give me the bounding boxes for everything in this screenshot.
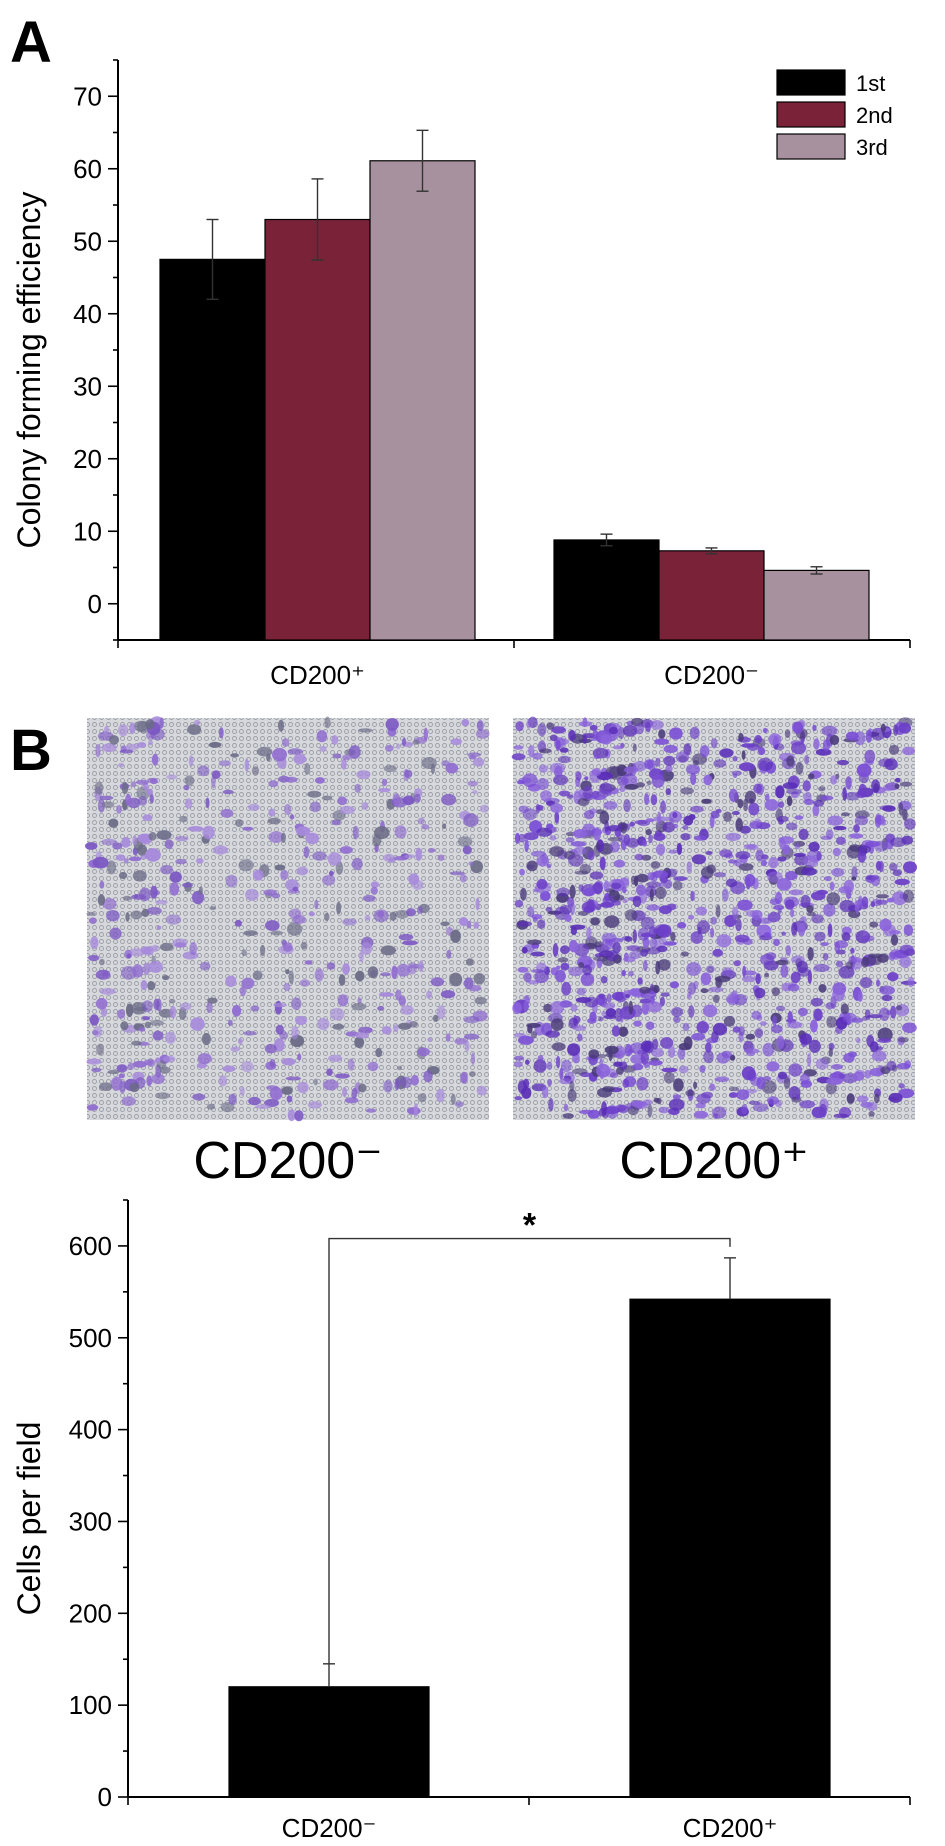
y-tick-label: 10: [73, 516, 102, 546]
y-tick-label: 500: [69, 1323, 112, 1353]
bar-2nd-0: [264, 218, 371, 641]
legend-label-3rd: 3rd: [856, 135, 888, 160]
x-category-label: CD200⁺: [683, 1813, 778, 1843]
bar-0: [228, 1686, 430, 1798]
y-tick-label: 20: [73, 444, 102, 474]
chart-a-colony-forming: 0 10 20 30 40 50 60 70 Colony forming efficiency…: [11, 59, 911, 690]
y-tick-label: 100: [69, 1690, 112, 1720]
bar-1st-0: [159, 258, 266, 641]
x-category-label: CD200⁺: [270, 660, 365, 690]
y-tick-label: 30: [73, 371, 102, 401]
micrograph-cd200-positive: [511, 716, 917, 1120]
y-axis-title: Colony forming efficiency: [11, 192, 47, 549]
micrograph-label-negative: CD200⁻: [193, 1132, 382, 1190]
significance-bracket: [328, 1237, 731, 1664]
legend-label-1st: 1st: [856, 71, 885, 96]
bar-3rd-0: [369, 160, 476, 641]
panel-label-b: B: [10, 718, 52, 783]
y-tick-label: 0: [88, 589, 102, 619]
x-category-label: CD200⁻: [664, 660, 759, 690]
y-tick-label: 0: [98, 1782, 112, 1812]
micrograph-label-positive: CD200⁺: [619, 1132, 808, 1190]
legend-swatch-1st: [776, 69, 846, 96]
panel-label-a: A: [10, 10, 52, 75]
legend-swatch-3rd: [776, 133, 846, 160]
x-category-label: CD200⁻: [282, 1813, 377, 1843]
y-tick-label: 70: [73, 81, 102, 111]
y-tick-label: 60: [73, 154, 102, 184]
legend-swatch-2nd: [776, 101, 846, 128]
micrograph-cd200-negative: [85, 716, 490, 1122]
y-tick-label: 600: [69, 1231, 112, 1261]
y-tick-label: 40: [73, 299, 102, 329]
bar-1st-1: [553, 539, 660, 641]
significance-marker: *: [523, 1207, 537, 1245]
y-tick-label: 50: [73, 226, 102, 256]
y-tick-label: 300: [69, 1506, 112, 1536]
chart-b-cells-per-field: 0 100 200 300 400 500 600 Cells per field CD200⁻…: [11, 1199, 911, 1843]
bar-2nd-1: [658, 550, 765, 641]
bar-1: [629, 1298, 831, 1798]
bar-3rd-1: [763, 569, 870, 641]
y-axis-title: Cells per field: [11, 1422, 47, 1616]
legend-label-2nd: 2nd: [856, 103, 893, 128]
y-tick-label: 400: [69, 1415, 112, 1445]
y-tick-label: 200: [69, 1598, 112, 1628]
